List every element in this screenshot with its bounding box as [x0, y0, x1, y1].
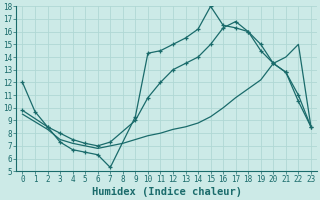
X-axis label: Humidex (Indice chaleur): Humidex (Indice chaleur) [92, 187, 242, 197]
